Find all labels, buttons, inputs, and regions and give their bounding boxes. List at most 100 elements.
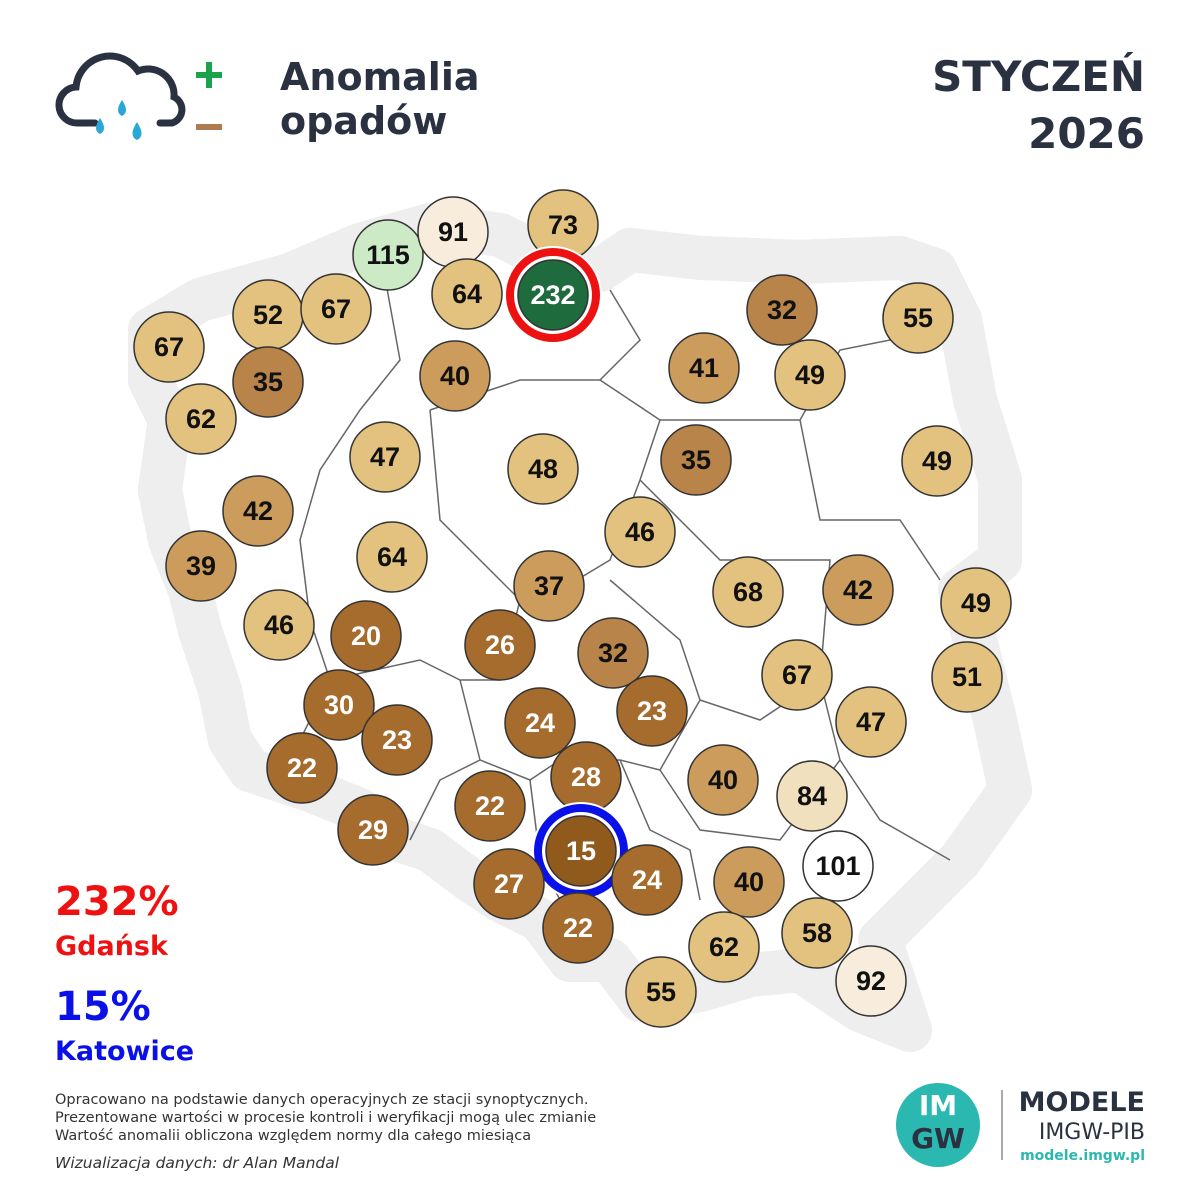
logo-url: modele.imgw.pl	[1020, 1148, 1145, 1164]
station-value: 37	[534, 571, 564, 601]
station-circle	[504, 687, 576, 759]
station-value: 47	[370, 442, 400, 472]
station-value: 32	[767, 295, 797, 325]
station-circle	[822, 554, 894, 626]
logo-mark: IM	[919, 1089, 957, 1122]
stations: 115 91 73 64 232 52 67 67 35 62 40 32 55 41 49 47 48 35 49…	[133, 189, 1012, 1028]
station-circle	[431, 258, 503, 330]
station-value: 55	[903, 303, 933, 333]
station-value: 58	[802, 918, 832, 948]
station-value: 22	[475, 791, 505, 821]
station-circle	[349, 421, 421, 493]
station-value: 46	[625, 517, 655, 547]
station-circle	[356, 521, 428, 593]
title: opadów	[280, 99, 447, 143]
station-circle	[931, 641, 1003, 713]
logo-mark: GW	[911, 1122, 965, 1155]
station-circle	[337, 794, 409, 866]
station-circle	[746, 274, 818, 346]
station-value: 26	[485, 630, 515, 660]
station-circle	[713, 846, 785, 918]
station-value: 55	[646, 977, 676, 1007]
station-value: 15	[566, 836, 596, 866]
note: Opracowano na podstawie danych operacyjn…	[55, 1092, 589, 1108]
station-circle	[243, 589, 315, 661]
station-circle	[835, 945, 907, 1017]
station-value: 49	[922, 446, 952, 476]
station-circle	[352, 219, 424, 291]
station-circle	[473, 848, 545, 920]
station-circle	[542, 892, 614, 964]
station-value: 24	[632, 865, 662, 895]
station-circle	[660, 424, 732, 496]
station-value: 232	[530, 280, 575, 310]
station-circle	[303, 669, 375, 741]
station-value: 29	[358, 815, 388, 845]
station-value: 47	[856, 707, 886, 737]
station-value: 40	[734, 867, 764, 897]
station-value: 40	[440, 361, 470, 391]
station-value: 62	[709, 932, 739, 962]
station-circle	[688, 911, 760, 983]
station-circle	[577, 617, 649, 689]
station-value: 115	[366, 240, 410, 270]
station-circle	[222, 475, 294, 547]
station-value: 92	[856, 966, 886, 996]
year: 2026	[1028, 109, 1145, 158]
logo-brand: MODELE	[1019, 1087, 1145, 1118]
station-value: 30	[324, 690, 354, 720]
highlights: 232% Gdańsk 15% Katowice	[55, 879, 194, 1067]
highlight-value: 232%	[55, 879, 179, 925]
station-circle	[507, 433, 579, 505]
station-value: 51	[952, 662, 982, 692]
station-circle	[165, 383, 237, 455]
highlight-ring	[506, 248, 600, 342]
station-value: 39	[186, 551, 216, 581]
station-circle	[165, 530, 237, 602]
logo-org: IMGW-PIB	[1039, 1120, 1145, 1145]
note: Prezentowane wartości w procesie kontrol…	[55, 1110, 596, 1126]
station-value: 67	[321, 294, 351, 324]
credit: Wizualizacja danych: dr Alan Mandal	[55, 1154, 340, 1172]
highlight-city: Gdańsk	[55, 931, 169, 962]
station-circle	[940, 567, 1012, 639]
station-value: 40	[708, 765, 738, 795]
station-value: 49	[795, 360, 825, 390]
station-value: 22	[287, 753, 317, 783]
station-circle	[266, 732, 338, 804]
station-circle	[330, 600, 402, 672]
station-circle	[761, 639, 833, 711]
station-circle	[604, 496, 676, 568]
station-value: 101	[815, 851, 860, 881]
station-value: 42	[243, 496, 273, 526]
station-value: 24	[525, 708, 555, 738]
station-value: 67	[154, 332, 184, 362]
station-value: 48	[528, 454, 558, 484]
station-value: 64	[377, 542, 407, 572]
highlight-value: 15%	[55, 984, 151, 1030]
title: Anomalia	[280, 55, 480, 99]
station-circle	[835, 686, 907, 758]
rain-drops	[96, 100, 142, 140]
station-value: 41	[689, 353, 719, 383]
station-circle	[133, 311, 205, 383]
station-circle	[625, 956, 697, 1028]
station-circle	[616, 675, 688, 747]
station-value: 73	[548, 210, 578, 240]
station-value: 46	[264, 610, 294, 640]
station-circle	[454, 770, 526, 842]
station-value: 67	[782, 660, 812, 690]
station-value: 42	[843, 575, 873, 605]
station-circle	[513, 550, 585, 622]
station-value: 62	[186, 404, 216, 434]
station-circle	[802, 830, 874, 902]
station-value: 23	[382, 725, 412, 755]
station-value: 28	[571, 762, 601, 792]
station-circle	[882, 282, 954, 354]
station-value: 27	[494, 869, 524, 899]
plus-icon	[196, 62, 222, 88]
station-circle	[712, 556, 784, 628]
station-value: 84	[797, 781, 827, 811]
station-value: 64	[452, 279, 482, 309]
